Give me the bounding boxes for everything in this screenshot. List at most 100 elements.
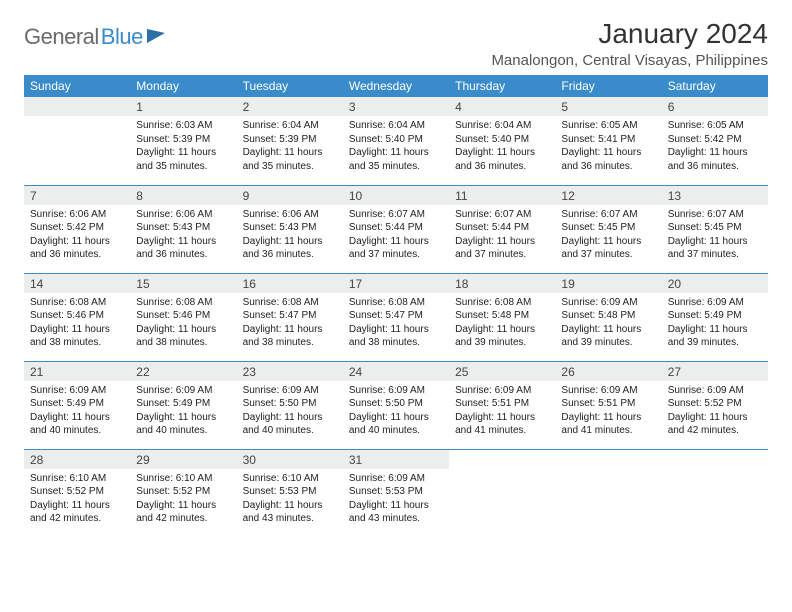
day-number: 2 [237, 97, 343, 116]
day-details: Sunrise: 6:09 AMSunset: 5:49 PMDaylight:… [24, 381, 130, 442]
daylight-text: Daylight: 11 hours and 36 minutes. [136, 235, 230, 262]
sunrise-text: Sunrise: 6:09 AM [243, 384, 337, 398]
daylight-text: Daylight: 11 hours and 37 minutes. [561, 235, 655, 262]
calendar-cell [449, 449, 555, 537]
calendar-cell: 19Sunrise: 6:09 AMSunset: 5:48 PMDayligh… [555, 273, 661, 361]
day-number: 17 [343, 274, 449, 293]
daylight-text: Daylight: 11 hours and 35 minutes. [243, 146, 337, 173]
sunrise-text: Sunrise: 6:06 AM [243, 208, 337, 222]
sunrise-text: Sunrise: 6:09 AM [668, 296, 762, 310]
sunset-text: Sunset: 5:52 PM [668, 397, 762, 411]
weekday-header: Sunday [24, 75, 130, 97]
daylight-text: Daylight: 11 hours and 40 minutes. [349, 411, 443, 438]
daylight-text: Daylight: 11 hours and 36 minutes. [561, 146, 655, 173]
sunset-text: Sunset: 5:43 PM [243, 221, 337, 235]
day-number: 15 [130, 274, 236, 293]
calendar-cell: 16Sunrise: 6:08 AMSunset: 5:47 PMDayligh… [237, 273, 343, 361]
calendar-cell [24, 97, 130, 185]
day-number: 20 [662, 274, 768, 293]
sunrise-text: Sunrise: 6:08 AM [349, 296, 443, 310]
calendar-table: Sunday Monday Tuesday Wednesday Thursday… [24, 75, 768, 537]
daylight-text: Daylight: 11 hours and 36 minutes. [455, 146, 549, 173]
calendar-cell: 22Sunrise: 6:09 AMSunset: 5:49 PMDayligh… [130, 361, 236, 449]
calendar-cell: 31Sunrise: 6:09 AMSunset: 5:53 PMDayligh… [343, 449, 449, 537]
day-number: 30 [237, 450, 343, 469]
daylight-text: Daylight: 11 hours and 35 minutes. [349, 146, 443, 173]
day-details: Sunrise: 6:07 AMSunset: 5:45 PMDaylight:… [662, 205, 768, 266]
day-details: Sunrise: 6:04 AMSunset: 5:40 PMDaylight:… [449, 116, 555, 177]
day-details: Sunrise: 6:07 AMSunset: 5:44 PMDaylight:… [449, 205, 555, 266]
sunset-text: Sunset: 5:52 PM [136, 485, 230, 499]
daylight-text: Daylight: 11 hours and 41 minutes. [455, 411, 549, 438]
day-details: Sunrise: 6:09 AMSunset: 5:53 PMDaylight:… [343, 469, 449, 530]
sunrise-text: Sunrise: 6:06 AM [30, 208, 124, 222]
day-details: Sunrise: 6:09 AMSunset: 5:48 PMDaylight:… [555, 293, 661, 354]
sunset-text: Sunset: 5:51 PM [455, 397, 549, 411]
day-details: Sunrise: 6:05 AMSunset: 5:41 PMDaylight:… [555, 116, 661, 177]
calendar-cell: 10Sunrise: 6:07 AMSunset: 5:44 PMDayligh… [343, 185, 449, 273]
day-details: Sunrise: 6:08 AMSunset: 5:47 PMDaylight:… [343, 293, 449, 354]
day-number: 14 [24, 274, 130, 293]
sunset-text: Sunset: 5:43 PM [136, 221, 230, 235]
daylight-text: Daylight: 11 hours and 38 minutes. [349, 323, 443, 350]
logo-text-blue: Blue [101, 24, 143, 50]
sunset-text: Sunset: 5:41 PM [561, 133, 655, 147]
calendar-week-row: 1Sunrise: 6:03 AMSunset: 5:39 PMDaylight… [24, 97, 768, 185]
day-number: 27 [662, 362, 768, 381]
weekday-header: Thursday [449, 75, 555, 97]
sunrise-text: Sunrise: 6:04 AM [349, 119, 443, 133]
sunrise-text: Sunrise: 6:08 AM [455, 296, 549, 310]
daylight-text: Daylight: 11 hours and 42 minutes. [668, 411, 762, 438]
sunrise-text: Sunrise: 6:07 AM [349, 208, 443, 222]
calendar-cell: 28Sunrise: 6:10 AMSunset: 5:52 PMDayligh… [24, 449, 130, 537]
sunset-text: Sunset: 5:39 PM [243, 133, 337, 147]
sunrise-text: Sunrise: 6:09 AM [349, 384, 443, 398]
sunset-text: Sunset: 5:49 PM [668, 309, 762, 323]
sunset-text: Sunset: 5:46 PM [136, 309, 230, 323]
sunrise-text: Sunrise: 6:10 AM [136, 472, 230, 486]
day-number: 16 [237, 274, 343, 293]
day-number: 25 [449, 362, 555, 381]
daylight-text: Daylight: 11 hours and 36 minutes. [30, 235, 124, 262]
sunset-text: Sunset: 5:44 PM [349, 221, 443, 235]
daylight-text: Daylight: 11 hours and 37 minutes. [349, 235, 443, 262]
daylight-text: Daylight: 11 hours and 38 minutes. [136, 323, 230, 350]
page-header: GeneralBlue January 2024 Manalongon, Cen… [24, 18, 768, 69]
day-details: Sunrise: 6:04 AMSunset: 5:39 PMDaylight:… [237, 116, 343, 177]
day-details: Sunrise: 6:09 AMSunset: 5:49 PMDaylight:… [130, 381, 236, 442]
daylight-text: Daylight: 11 hours and 38 minutes. [30, 323, 124, 350]
page-title: January 2024 [491, 18, 768, 50]
logo-triangle-icon [147, 29, 165, 43]
daylight-text: Daylight: 11 hours and 37 minutes. [455, 235, 549, 262]
sunrise-text: Sunrise: 6:09 AM [455, 384, 549, 398]
day-number: 26 [555, 362, 661, 381]
calendar-cell: 27Sunrise: 6:09 AMSunset: 5:52 PMDayligh… [662, 361, 768, 449]
sunset-text: Sunset: 5:45 PM [561, 221, 655, 235]
sunrise-text: Sunrise: 6:05 AM [668, 119, 762, 133]
daylight-text: Daylight: 11 hours and 40 minutes. [136, 411, 230, 438]
daylight-text: Daylight: 11 hours and 43 minutes. [349, 499, 443, 526]
day-number: 23 [237, 362, 343, 381]
calendar-cell: 6Sunrise: 6:05 AMSunset: 5:42 PMDaylight… [662, 97, 768, 185]
sunrise-text: Sunrise: 6:07 AM [561, 208, 655, 222]
daylight-text: Daylight: 11 hours and 41 minutes. [561, 411, 655, 438]
day-details: Sunrise: 6:08 AMSunset: 5:48 PMDaylight:… [449, 293, 555, 354]
day-details: Sunrise: 6:09 AMSunset: 5:51 PMDaylight:… [449, 381, 555, 442]
day-number: 5 [555, 97, 661, 116]
sunset-text: Sunset: 5:48 PM [561, 309, 655, 323]
sunset-text: Sunset: 5:45 PM [668, 221, 762, 235]
sunrise-text: Sunrise: 6:07 AM [455, 208, 549, 222]
day-details: Sunrise: 6:03 AMSunset: 5:39 PMDaylight:… [130, 116, 236, 177]
calendar-cell: 8Sunrise: 6:06 AMSunset: 5:43 PMDaylight… [130, 185, 236, 273]
sunrise-text: Sunrise: 6:10 AM [243, 472, 337, 486]
day-details: Sunrise: 6:09 AMSunset: 5:52 PMDaylight:… [662, 381, 768, 442]
sunrise-text: Sunrise: 6:09 AM [561, 296, 655, 310]
sunrise-text: Sunrise: 6:10 AM [30, 472, 124, 486]
sunrise-text: Sunrise: 6:06 AM [136, 208, 230, 222]
sunset-text: Sunset: 5:53 PM [243, 485, 337, 499]
calendar-cell: 18Sunrise: 6:08 AMSunset: 5:48 PMDayligh… [449, 273, 555, 361]
daylight-text: Daylight: 11 hours and 39 minutes. [455, 323, 549, 350]
calendar-body: 1Sunrise: 6:03 AMSunset: 5:39 PMDaylight… [24, 97, 768, 537]
sunset-text: Sunset: 5:50 PM [349, 397, 443, 411]
calendar-cell: 14Sunrise: 6:08 AMSunset: 5:46 PMDayligh… [24, 273, 130, 361]
